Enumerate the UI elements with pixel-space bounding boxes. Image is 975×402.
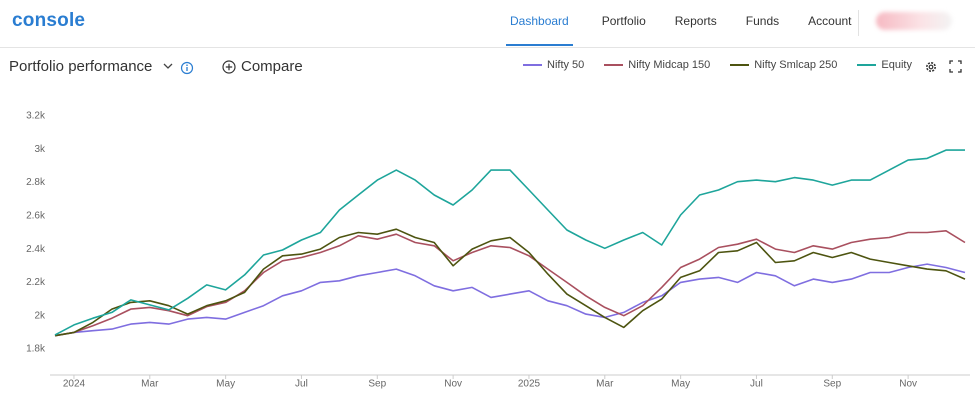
divider — [858, 10, 859, 36]
nav-link[interactable]: Dashboard — [506, 0, 573, 46]
legend-swatch — [604, 64, 624, 66]
x-tick-label: Nov — [899, 379, 917, 390]
x-tick-label: 2025 — [518, 379, 541, 390]
x-tick-label: Mar — [141, 379, 159, 390]
y-tick-label: 2.6k — [26, 210, 46, 221]
legend-label: Nifty Midcap 150 — [628, 59, 711, 71]
dropdown-icon[interactable] — [162, 60, 174, 74]
legend-swatch — [857, 64, 877, 66]
legend: Nifty 50 Nifty Midcap 150 Nifty Smlcap 250… — [523, 59, 912, 71]
y-tick-label: 2.8k — [26, 177, 46, 188]
x-tick-label: Jul — [750, 379, 763, 390]
series-line — [54, 230, 966, 337]
legend-item[interactable]: Nifty Midcap 150 — [604, 59, 710, 71]
x-tick-label: May — [671, 379, 690, 390]
fullscreen-icon[interactable] — [949, 60, 962, 73]
nav-link[interactable]: Portfolio — [601, 14, 646, 28]
y-tick-label: 2.2k — [26, 277, 46, 288]
nav-link[interactable]: Reports — [674, 14, 717, 28]
series-line — [54, 228, 966, 337]
compare-button[interactable]: Compare — [222, 58, 303, 75]
x-tick-label: Mar — [596, 379, 614, 390]
legend-swatch — [523, 64, 542, 66]
avatar[interactable] — [876, 12, 952, 30]
y-tick-label: 2.4k — [26, 244, 46, 255]
logo[interactable]: console — [12, 10, 86, 31]
y-tick-label: 3k — [34, 144, 46, 155]
header: console Dashboard Portfolio Reports Funds Ac… — [0, 0, 975, 48]
x-tick-label: 2024 — [63, 379, 86, 390]
series-line — [54, 149, 965, 336]
y-tick-label: 1.8k — [26, 344, 46, 355]
x-tick-label: Sep — [368, 379, 386, 390]
x-tick-label: Nov — [444, 379, 462, 390]
x-tick-label: Sep — [823, 379, 841, 390]
compare-label: Compare — [241, 58, 303, 75]
legend-item[interactable]: Nifty 50 — [523, 59, 584, 71]
legend-label: Nifty Smlcap 250 — [754, 59, 838, 71]
nav-link[interactable]: Account — [808, 14, 852, 28]
nav: Dashboard Portfolio Reports Funds Account — [506, 0, 852, 47]
x-tick-label: May — [216, 379, 235, 390]
x-tick-label: Jul — [295, 379, 308, 390]
nav-link[interactable]: Funds — [745, 14, 780, 28]
legend-item[interactable]: Equity — [857, 59, 912, 71]
legend-label: Equity — [881, 59, 912, 71]
y-tick-label: 3.2k — [26, 111, 46, 122]
series-line — [54, 263, 966, 337]
legend-swatch — [730, 64, 750, 66]
settings-icon[interactable] — [924, 60, 938, 74]
plus-icon — [222, 59, 236, 74]
chart-title: Portfolio performance — [9, 58, 153, 75]
y-tick-label: 2k — [34, 310, 46, 321]
legend-label: Nifty 50 — [547, 59, 585, 71]
legend-item[interactable]: Nifty Smlcap 250 — [730, 59, 837, 71]
info-icon[interactable] — [180, 61, 194, 75]
